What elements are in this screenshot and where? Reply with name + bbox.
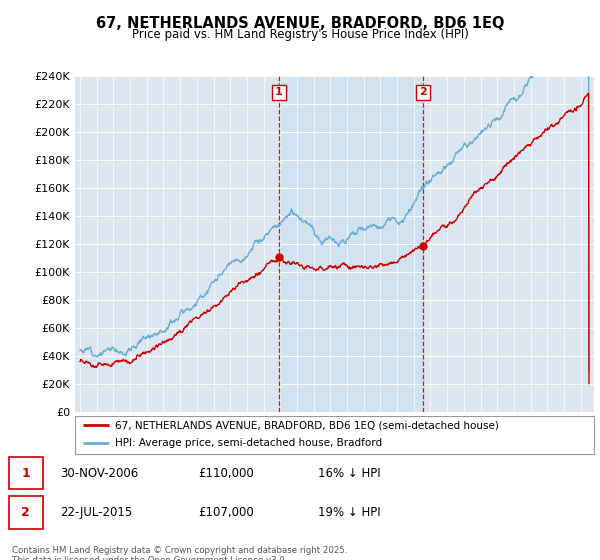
Text: 2: 2	[419, 87, 427, 97]
Text: 19% ↓ HPI: 19% ↓ HPI	[318, 506, 380, 519]
Text: 1: 1	[22, 466, 30, 480]
Text: HPI: Average price, semi-detached house, Bradford: HPI: Average price, semi-detached house,…	[115, 438, 383, 448]
Text: 2: 2	[22, 506, 30, 519]
Text: 1: 1	[275, 87, 283, 97]
Text: £107,000: £107,000	[198, 506, 254, 519]
Text: 67, NETHERLANDS AVENUE, BRADFORD, BD6 1EQ: 67, NETHERLANDS AVENUE, BRADFORD, BD6 1E…	[96, 16, 504, 31]
Text: 67, NETHERLANDS AVENUE, BRADFORD, BD6 1EQ (semi-detached house): 67, NETHERLANDS AVENUE, BRADFORD, BD6 1E…	[115, 420, 499, 430]
Text: 30-NOV-2006: 30-NOV-2006	[60, 466, 138, 480]
Text: 22-JUL-2015: 22-JUL-2015	[60, 506, 132, 519]
Text: 16% ↓ HPI: 16% ↓ HPI	[318, 466, 380, 480]
Text: Price paid vs. HM Land Registry's House Price Index (HPI): Price paid vs. HM Land Registry's House …	[131, 28, 469, 41]
Text: £110,000: £110,000	[198, 466, 254, 480]
Text: Contains HM Land Registry data © Crown copyright and database right 2025.
This d: Contains HM Land Registry data © Crown c…	[12, 546, 347, 560]
Bar	[279, 76, 423, 412]
